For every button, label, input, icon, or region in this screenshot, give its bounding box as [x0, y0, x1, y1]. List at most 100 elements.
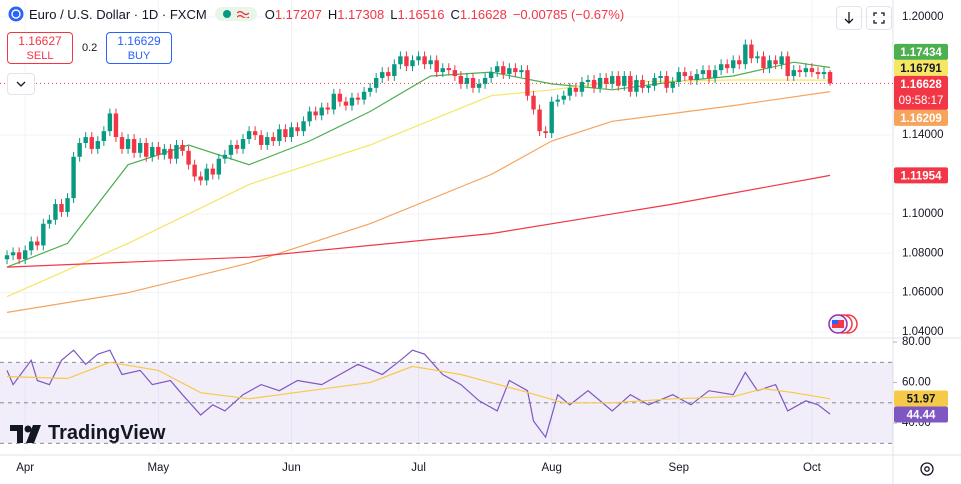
candle-body	[652, 77, 657, 86]
candle-body	[464, 77, 470, 84]
settings-button[interactable]	[918, 460, 936, 478]
candle-body	[258, 135, 264, 145]
candle-body	[29, 241, 34, 251]
candle-body	[277, 129, 282, 142]
price-label: 51.97	[907, 393, 936, 405]
candle-body	[482, 77, 488, 84]
candle-body	[434, 60, 439, 73]
countdown-label: 09:58:17	[899, 95, 944, 107]
candle-body	[664, 76, 669, 88]
candle-body	[313, 111, 318, 116]
candle-body	[240, 139, 246, 149]
price-label-box	[894, 59, 948, 76]
candle-body	[688, 76, 694, 80]
events-icon[interactable]	[818, 312, 858, 336]
candle-body	[676, 72, 681, 82]
candle-body	[791, 70, 796, 77]
candle-body	[591, 79, 597, 88]
candle-body	[537, 109, 542, 132]
candle-body	[749, 44, 754, 59]
price-label: 1.17434	[900, 47, 942, 59]
buy-button[interactable]: 1.16629 BUY	[106, 32, 172, 64]
indicator-line	[6, 79, 831, 298]
candle-body	[47, 219, 52, 224]
candle-body	[10, 252, 16, 256]
candle-body	[210, 168, 215, 175]
candle-body	[16, 252, 22, 260]
price-label-box	[894, 167, 948, 184]
candle-body	[295, 127, 300, 132]
logo-text: TradingView	[48, 422, 166, 444]
candle-body	[22, 250, 28, 260]
candle-body	[349, 97, 355, 106]
candle-body	[289, 127, 294, 138]
watermark: TradingView	[10, 422, 165, 445]
candle-body	[706, 70, 712, 78]
fullscreen-button[interactable]	[866, 6, 892, 30]
candle-body	[755, 56, 760, 59]
candle-body	[700, 70, 706, 75]
candle-body	[137, 142, 143, 153]
legend-header: Euro / U.S. Dollar · 1D · FXCM O 1.17207 …	[8, 6, 630, 22]
candle-body	[609, 76, 615, 84]
x-tick-label: Apr	[16, 462, 34, 474]
candle-body	[168, 148, 173, 159]
candle-body	[301, 121, 306, 132]
y-tick-label: 1.10000	[902, 208, 944, 220]
candle-body	[718, 64, 724, 71]
candle-body	[737, 60, 742, 65]
symbol-title[interactable]: Euro / U.S. Dollar · 1D · FXCM	[29, 6, 207, 22]
last-price-box	[894, 75, 948, 110]
candle-body	[192, 164, 197, 177]
x-tick-label: Jun	[282, 462, 301, 474]
candle-body	[501, 66, 506, 75]
candle-body	[543, 131, 548, 134]
y-tick-label: 60.00	[902, 377, 931, 389]
candle-body	[567, 87, 573, 96]
candle-body	[398, 56, 403, 65]
candle-body	[83, 137, 88, 143]
candle-body	[731, 60, 736, 69]
indicator-line	[6, 349, 831, 439]
spread: 0.2	[82, 42, 98, 54]
price-label: 1.16791	[900, 63, 942, 75]
candle-body	[131, 139, 137, 153]
candle-body	[821, 72, 827, 75]
price-label: 1.16209	[900, 113, 942, 125]
market-status[interactable]	[214, 7, 257, 21]
ohlc-letter: C	[450, 6, 460, 22]
candle-body	[585, 79, 591, 82]
candle-body	[361, 91, 367, 100]
candle-body	[779, 56, 784, 65]
candle-body	[59, 204, 64, 212]
collapse-button[interactable]	[7, 73, 35, 95]
candle-body	[446, 68, 451, 71]
candle-body	[743, 44, 748, 65]
candle-body	[622, 76, 627, 86]
scroll-down-button[interactable]	[836, 6, 862, 30]
candle-body	[252, 131, 258, 136]
candle-body	[386, 72, 391, 77]
y-tick-label: 1.14000	[902, 129, 944, 141]
candle-body	[319, 107, 324, 116]
candle-body	[785, 56, 790, 77]
candle-body	[162, 148, 167, 155]
sell-button[interactable]: 1.16627 SELL	[7, 32, 73, 64]
candle-body	[65, 198, 70, 212]
candle-body	[803, 68, 809, 73]
candle-body	[271, 137, 276, 142]
candle-body	[246, 131, 252, 140]
candle-body	[392, 64, 397, 77]
candle-body	[204, 168, 209, 181]
candle-body	[156, 146, 161, 155]
candle-body	[144, 142, 149, 157]
candle-body	[107, 113, 113, 132]
x-tick-label: Jul	[411, 462, 426, 474]
candle-body	[119, 137, 125, 149]
high-value: 1.17308	[337, 6, 385, 22]
candle-body	[77, 142, 82, 157]
candle-body	[380, 72, 385, 78]
buy-label: BUY	[127, 50, 151, 62]
candle-body	[507, 68, 512, 75]
candle-body	[416, 56, 421, 61]
